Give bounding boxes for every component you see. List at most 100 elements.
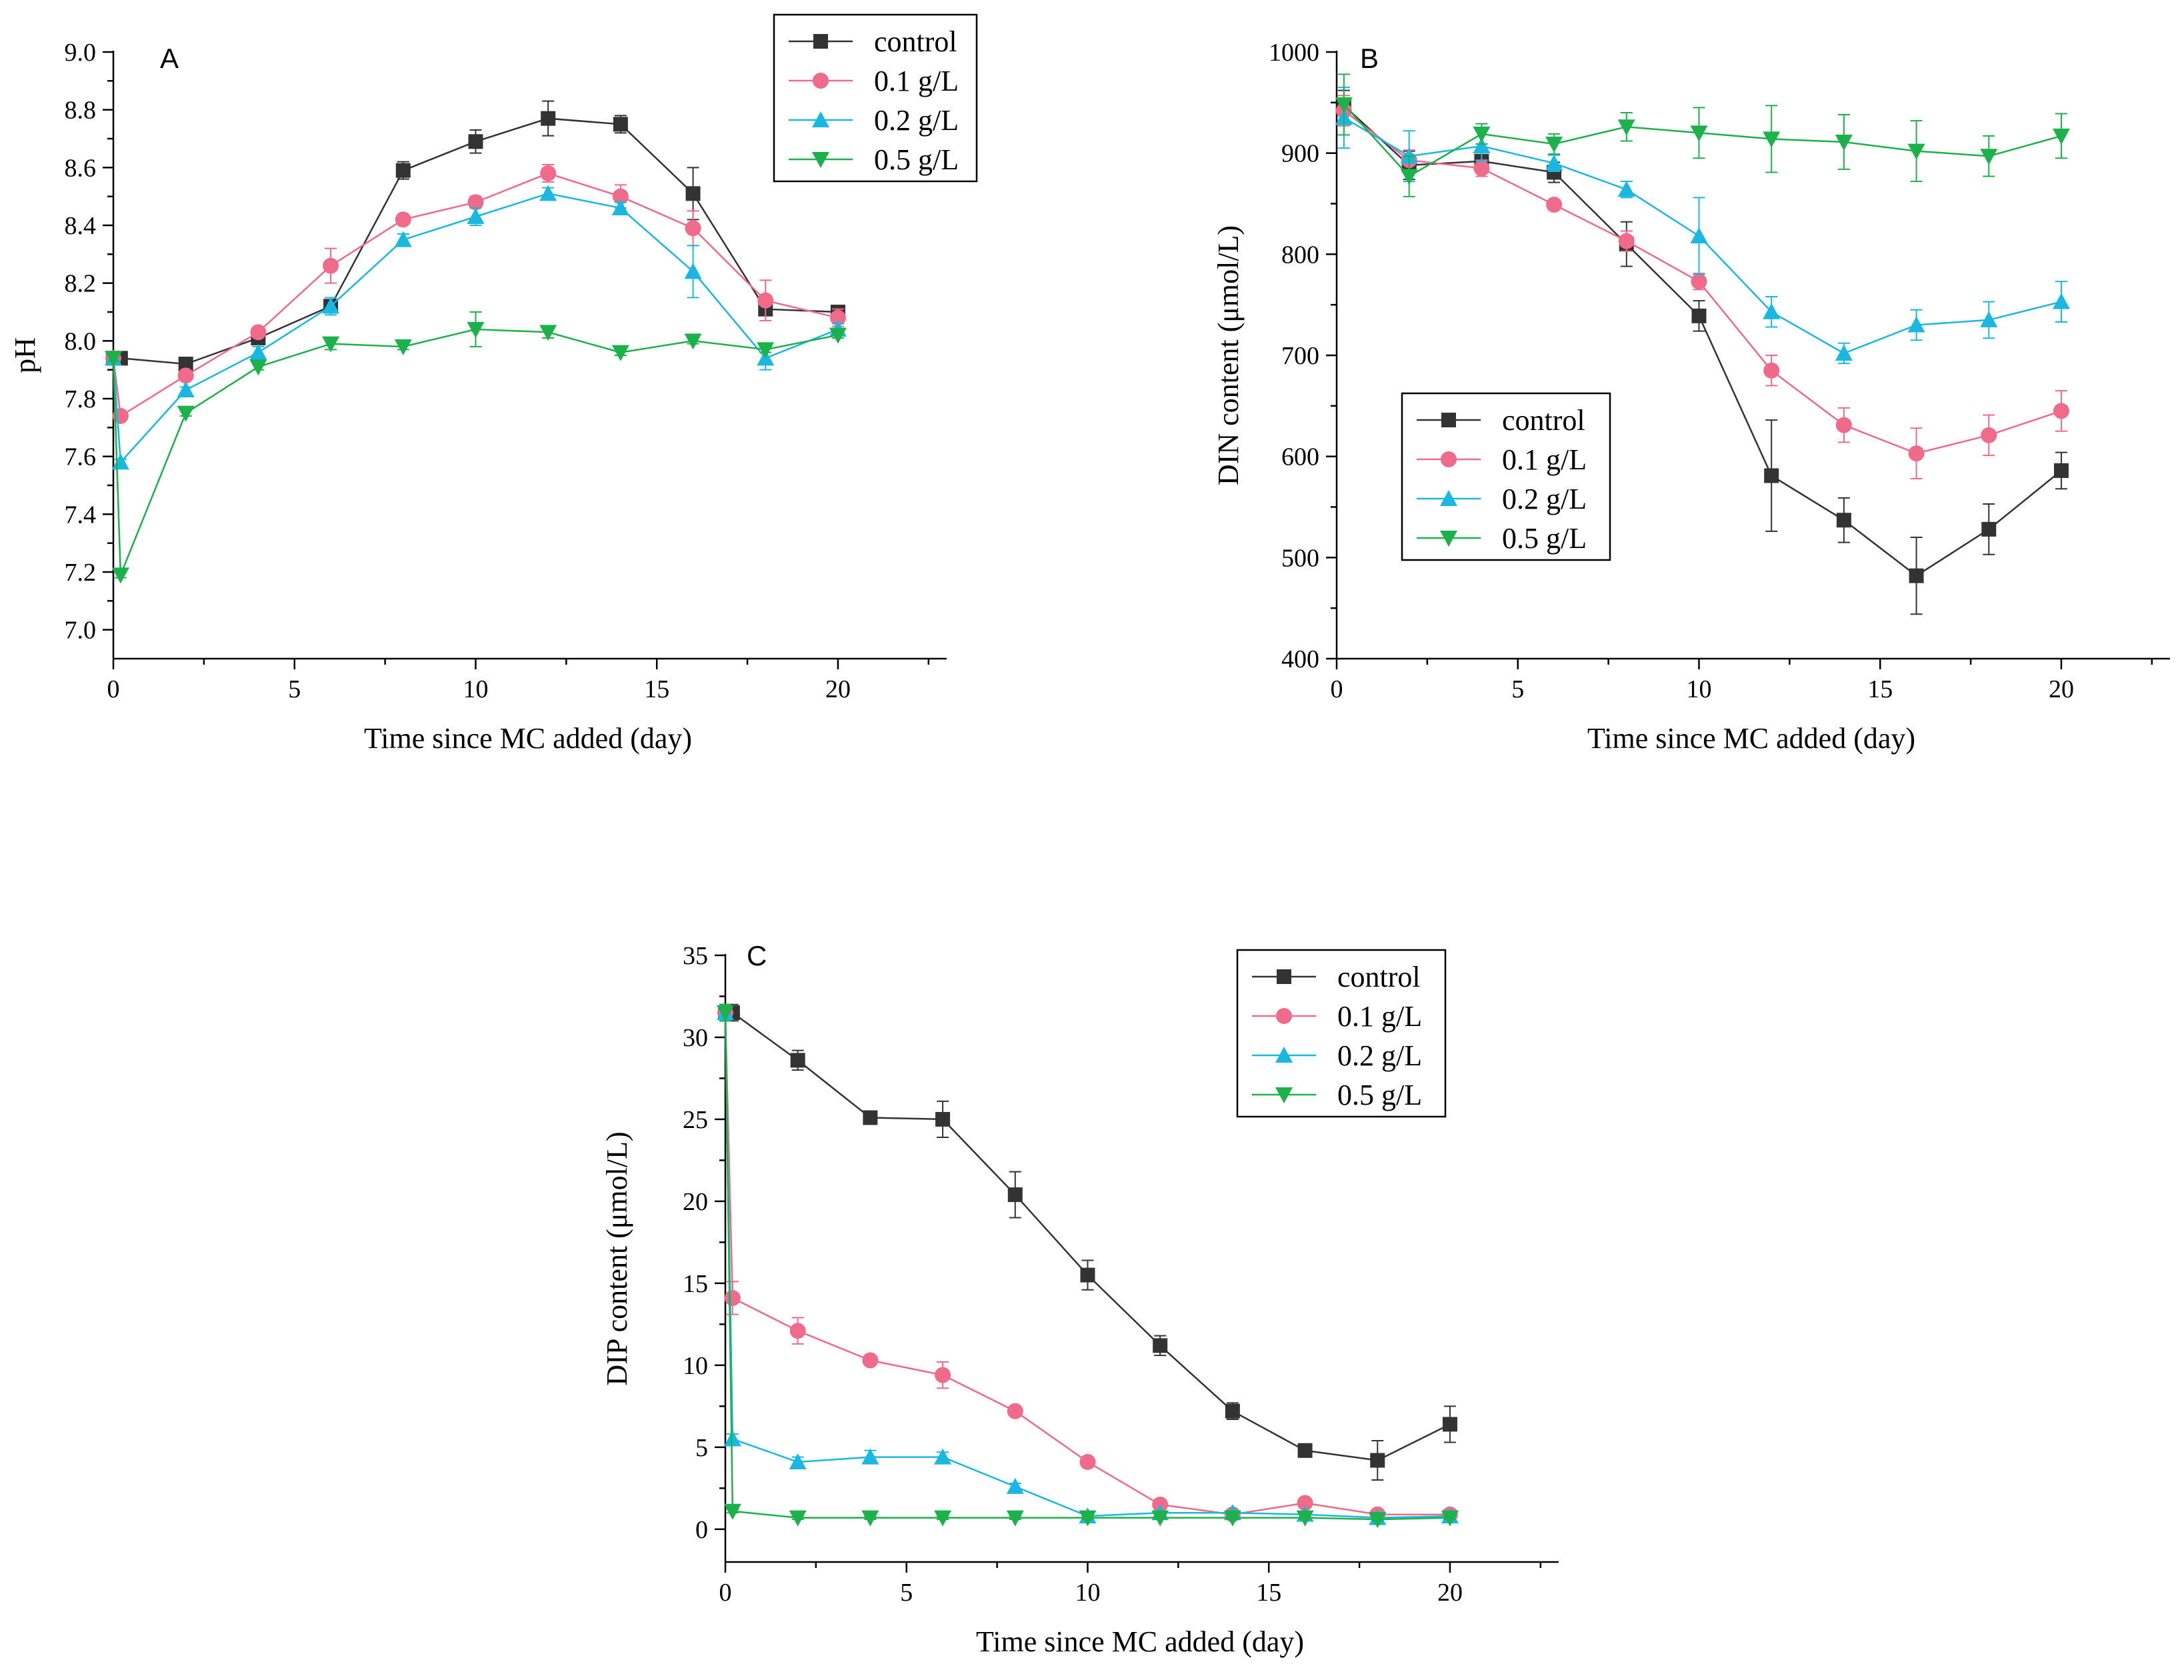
panel-c-data-point [1006, 1477, 1024, 1494]
panel-c-data-point [1225, 1403, 1240, 1419]
panel-b-y-tick-label: 500 [1281, 544, 1319, 572]
panel-b-data-point [1691, 308, 1707, 323]
panel-c-x-tick-label: 20 [1437, 1579, 1463, 1607]
panel-c-data-point [935, 1367, 951, 1383]
panel-a-chart: 0 5 10 15 20 7.0 7.2 7.4 7.6 7.8 8.0 8.2 8.4 8.6 8.8 9.… [9, 13, 978, 755]
panel-a-y-tick-label: 7.4 [65, 501, 97, 529]
panel-b-legend-marker [1441, 451, 1457, 467]
panel-b-data-point [1981, 521, 1997, 537]
panel-c-letter: C [747, 940, 767, 971]
panel-a-y-tick-label: 7.2 [65, 559, 97, 587]
panel-c-data-point [1369, 1512, 1387, 1529]
panel-c-x-tick-label: 5 [900, 1579, 913, 1607]
panel-b-data-point [1980, 149, 1998, 165]
panel-c-data-point [1223, 1510, 1241, 1527]
panel-c-data-point [1079, 1453, 1096, 1470]
panel-c-legend-marker [1275, 1047, 1293, 1063]
panel-b-x-axis-title: Time since MC added (day) [1587, 722, 1915, 755]
panel-a-series-line [112, 328, 839, 575]
panel-b-data-point [2053, 463, 2069, 478]
panel-a-y-tick-label: 8.8 [65, 97, 97, 125]
panel-b-legend: control 0.1 g/L 0.2 g/L 0.5 g/L [1401, 392, 1611, 561]
panel-c-data-point [717, 1005, 734, 1022]
panel-b-data-point [1764, 468, 1779, 483]
panel-b-data-point [2052, 128, 2070, 145]
panel-c-data-point [1297, 1443, 1313, 1458]
panel-a-data-point [467, 208, 485, 224]
panel-a-series-line [112, 172, 839, 418]
panel-c-legend-box [1236, 949, 1447, 1118]
panel-c-data-point [1442, 1417, 1457, 1432]
panel-b-data-point [1473, 160, 1490, 177]
panel-b-series-triangle-up [1335, 87, 2070, 365]
panel-c-x-tick-label: 0 [719, 1579, 732, 1607]
panel-b-legend-label: 0.5 g/L [1502, 522, 1587, 555]
panel-c-data-point [724, 1290, 741, 1307]
panel-a-data-point [539, 325, 557, 341]
panel-c-data-point [1151, 1510, 1169, 1527]
panel-a-data-point [394, 339, 412, 355]
panel-a-y-tick-label: 7.8 [65, 385, 97, 413]
panel-b-series-triangle-down [1335, 73, 2070, 197]
panel-b-x-tick-label: 15 [1867, 675, 1893, 703]
panel-a-x-axis-title: Time since MC added (day) [364, 722, 692, 755]
panel-c-data-point [723, 1503, 741, 1520]
panel-a-data-point [685, 220, 701, 237]
panel-b-legend-box [1401, 392, 1611, 561]
panel-c-y-tick-label: 15 [683, 1270, 708, 1298]
panel-b-legend-label: 0.2 g/L [1502, 483, 1587, 515]
panel-b-y-tick-label: 800 [1281, 241, 1319, 269]
panel-a-x-tick-label: 15 [644, 675, 669, 703]
panel-c-data-point [862, 1352, 879, 1369]
panel-c-series-line [724, 1013, 1450, 1515]
panel-a-data-point [539, 185, 557, 201]
panel-a-data-point [685, 186, 701, 201]
panel-b-data-point [1617, 119, 1635, 136]
panel-b-data-point [1545, 154, 1563, 171]
panel-a-data-point [467, 322, 485, 338]
panel-b-data-point [1836, 513, 1851, 528]
panel-b-y-tick-label: 400 [1281, 645, 1319, 673]
panel-b-data-point [1545, 137, 1563, 153]
panel-c-data-point [1153, 1338, 1168, 1353]
panel-a-data-point [611, 199, 629, 215]
panel-c-data-point [789, 1510, 807, 1527]
panel-b-data-point [1908, 445, 1925, 462]
panel-c-y-tick-label: 25 [683, 1106, 708, 1134]
panel-b-data-point [1690, 125, 1708, 142]
panel-a-series-triangle-up [105, 185, 847, 470]
panel-c-data-point [935, 1111, 951, 1127]
panel-a-legend-label: 0.1 g/L [874, 65, 959, 97]
panel-b-legend-marker [1440, 490, 1457, 506]
panel-a-series-triangle-down [105, 311, 847, 584]
panel-a-y-tick-label: 8.6 [65, 154, 97, 182]
panel-a-x-tick-label: 20 [825, 675, 851, 703]
panel-a-data-point [613, 117, 628, 132]
panel-a-x-tick-label: 0 [107, 675, 120, 703]
panel-b-data-point [1763, 362, 1780, 379]
panel-b-x-tick-label: 5 [1511, 675, 1524, 703]
panel-b-data-point [1618, 233, 1635, 249]
panel-b-series-circle [1335, 95, 2069, 480]
panel-a-data-point [757, 342, 775, 359]
panel-c-data-point [1006, 1510, 1024, 1527]
panel-c-data-point [789, 1323, 806, 1339]
panel-a-data-point [249, 343, 267, 360]
panel-a-legend: control 0.1 g/L 0.2 g/L 0.5 g/L [773, 13, 978, 183]
panel-b-data-point [2053, 403, 2069, 419]
panel-b-y-tick-label: 700 [1281, 342, 1319, 370]
panel-b-data-point [1335, 97, 1353, 113]
panel-c-data-point [1007, 1187, 1023, 1203]
panel-b-data-point [1835, 134, 1853, 151]
panel-c-data-point [723, 1430, 741, 1447]
panel-a-data-point [757, 292, 774, 309]
panel-b-data-point [1690, 227, 1708, 244]
panel-a-data-point [468, 134, 483, 149]
panel-a-y-tick-label: 8.2 [65, 270, 97, 298]
panel-a-legend-marker [812, 152, 829, 168]
panel-a-y-tick-label: 8.4 [65, 212, 97, 240]
panel-b-x-tick-label: 20 [2049, 675, 2074, 703]
panel-c-series-triangle-down [717, 1003, 1459, 1529]
panel-a-data-point [684, 333, 702, 350]
panel-a-y-axis-title: pH [9, 337, 41, 373]
